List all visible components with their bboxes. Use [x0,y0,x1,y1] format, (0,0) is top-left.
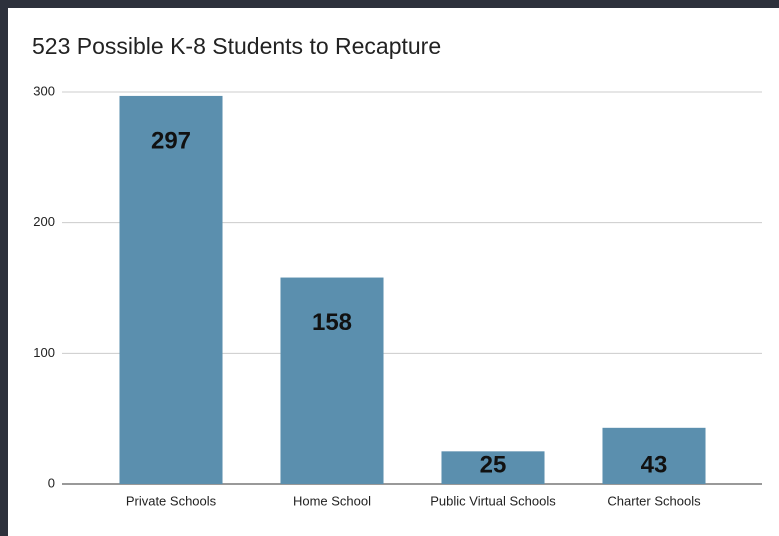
bar [280,277,384,484]
value-label: 297 [151,127,191,154]
x-tick-label: Home School [293,493,371,508]
y-tick-label: 0 [48,475,55,490]
bar [119,95,223,485]
value-label: 158 [312,309,352,336]
value-label: 25 [480,451,507,478]
bar [441,451,545,484]
y-tick-label: 200 [33,214,55,229]
y-tick-label: 300 [33,83,55,98]
chart-title: 523 Possible K-8 Students to Recapture [32,33,441,59]
x-tick-label: Private Schools [126,493,217,508]
x-tick-label: Public Virtual Schools [430,493,556,508]
x-tick-label: Charter Schools [607,493,701,508]
value-label: 43 [641,451,668,478]
y-tick-label: 100 [33,345,55,360]
bar [602,427,706,484]
